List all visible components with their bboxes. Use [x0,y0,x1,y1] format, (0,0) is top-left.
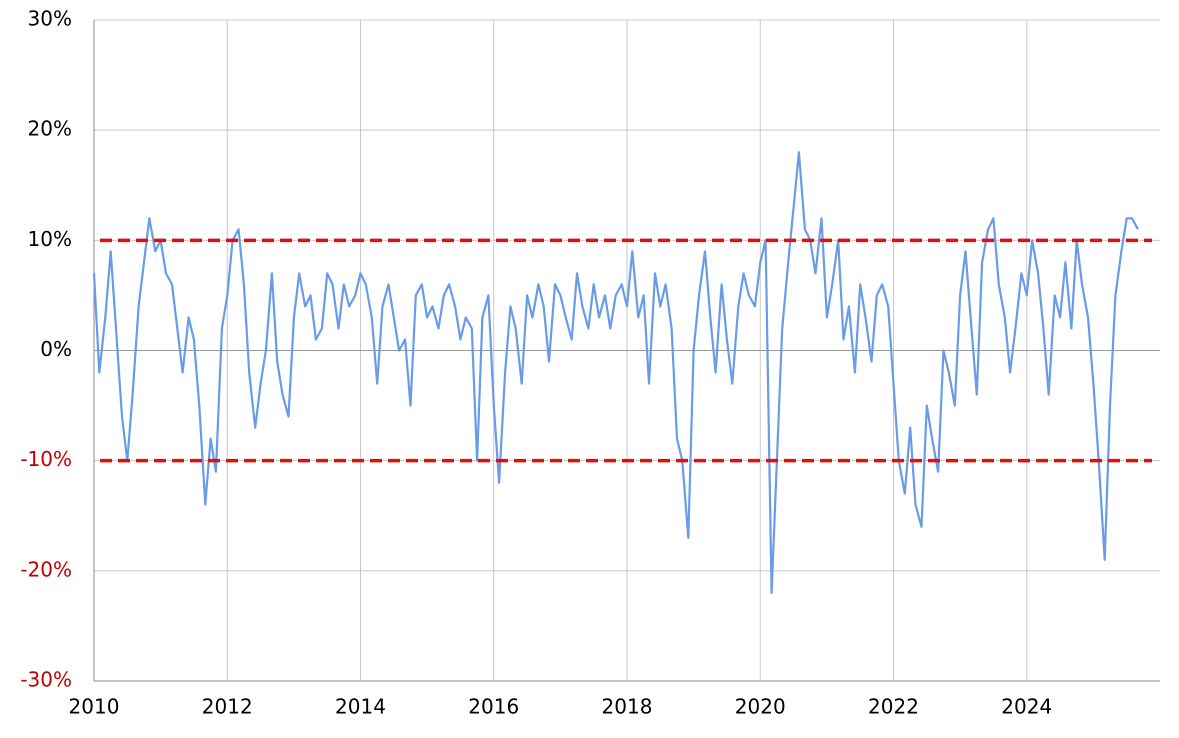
y-tick-label: 0% [40,337,72,361]
y-tick-label: 30% [28,7,72,31]
y-tick-label: 20% [28,117,72,141]
x-tick-label: 2022 [868,695,919,719]
y-tick-label: -20% [20,557,72,581]
y-tick-label: -10% [20,447,72,471]
data-line [92,151,1139,594]
x-tick-label: 2010 [69,695,120,719]
x-tick-label: 2024 [1001,695,1052,719]
x-tick-label: 2016 [468,695,519,719]
x-tick-label: 2018 [602,695,653,719]
y-tick-label: -30% [20,668,72,692]
x-tick-label: 2014 [335,695,386,719]
y-tick-label: 10% [28,227,72,251]
x-tick-label: 2012 [202,695,253,719]
x-tick-label: 2020 [735,695,786,719]
